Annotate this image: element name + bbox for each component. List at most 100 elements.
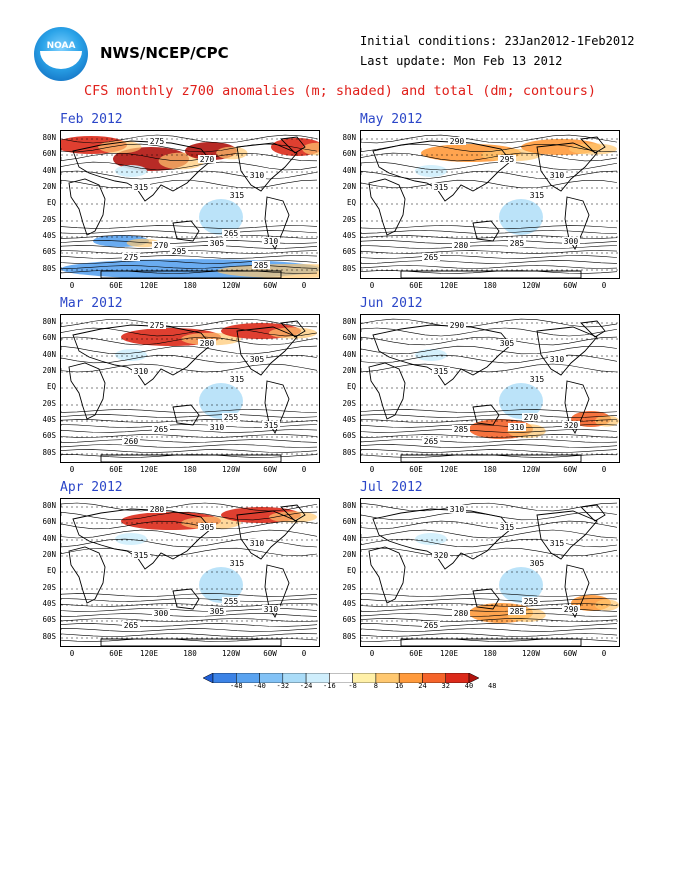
lat-tick-label: 60N (342, 333, 356, 342)
contour-label-bg (262, 237, 280, 245)
contour-line (361, 618, 618, 622)
continent-outline (368, 546, 406, 604)
contour-label: 270 (154, 241, 169, 250)
contour-label: 315 (530, 191, 545, 200)
panel-title: Mar 2012 (60, 296, 123, 311)
lat-tick-label: 60N (42, 149, 56, 158)
lat-tick-label: 80S (42, 632, 56, 641)
contour-label-bg (522, 597, 540, 605)
panel-title: Apr 2012 (60, 480, 123, 495)
colorbar-label: 8 (373, 682, 379, 690)
contour-label-bg (432, 551, 450, 559)
contour-label: 305 (210, 607, 225, 616)
contour-line (61, 245, 318, 249)
lat-tick-label: 40N (42, 534, 56, 543)
contour-label: 265 (224, 229, 239, 238)
contour-line (361, 449, 618, 453)
lon-tick-label: 120W (521, 281, 541, 290)
lon-tick-label: 60W (263, 281, 277, 290)
contour-line (361, 354, 618, 364)
contour-label-bg (148, 137, 166, 145)
contour-line (61, 161, 318, 171)
lat-tick-label: 40N (342, 534, 356, 543)
contour-label-bg (448, 137, 466, 145)
anomaly-shading (569, 143, 617, 155)
contour-line (361, 161, 618, 171)
contour-label: 315 (134, 183, 149, 192)
contour-line (61, 434, 318, 438)
contour-label-bg (562, 237, 580, 245)
contour-label-bg (132, 551, 150, 559)
lon-tick-label: 0 (69, 465, 75, 474)
contour-label-bg (228, 375, 246, 383)
lat-tick-label: EQ (346, 198, 356, 207)
anomaly-shading (415, 533, 447, 545)
contour-line (61, 270, 318, 274)
lon-tick-label: 60W (563, 281, 577, 290)
contour-line (361, 593, 618, 597)
contour-label-bg (148, 505, 166, 513)
contour-label: 285 (510, 239, 525, 248)
noaa-logo-icon: NOAA (34, 27, 88, 81)
colorbar (203, 673, 479, 683)
panel-title: Jul 2012 (360, 480, 423, 495)
contour-label-bg (422, 621, 440, 629)
colorbar-label: -32 (276, 682, 290, 690)
contour-label: 310 (264, 605, 279, 614)
contour-line (61, 260, 318, 264)
lat-tick-label: 80N (42, 501, 56, 510)
contour-label: 270 (524, 413, 539, 422)
continent-outline (172, 220, 200, 242)
continent-outline (472, 588, 500, 610)
contour-label: 310 (510, 423, 525, 432)
contour-label: 280 (454, 241, 469, 250)
contour-label-bg (528, 375, 546, 383)
contour-line (61, 414, 318, 418)
colorbar-end (468, 673, 479, 683)
contour-label-bg (448, 505, 466, 513)
continent-outline (580, 504, 606, 522)
contour-label-bg (152, 241, 170, 249)
contour-line (61, 250, 318, 254)
contour-label: 315 (530, 375, 545, 384)
lat-tick-label: 40N (342, 350, 356, 359)
contour-label-bg (122, 621, 140, 629)
contour-label: 315 (264, 421, 279, 430)
contour-line (361, 134, 618, 144)
lat-tick-label: 80S (342, 264, 356, 273)
lat-tick-label: 40S (42, 599, 56, 608)
lon-tick-label: 120E (139, 281, 159, 290)
colorbar-label: -8 (348, 682, 357, 690)
contour-line (361, 345, 618, 355)
continent-outline (172, 588, 200, 610)
lon-tick-label: 120E (139, 649, 159, 658)
contour-label: 315 (550, 539, 565, 548)
continent-outline (472, 220, 500, 242)
contour-line (61, 363, 318, 373)
contour-line (361, 529, 618, 539)
lat-tick-label: 80S (42, 448, 56, 457)
contour-label: 265 (424, 437, 439, 446)
contour-label: 275 (124, 253, 139, 262)
anomaly-shading (302, 142, 319, 156)
anomaly-shading (199, 567, 243, 603)
contour-label-bg (228, 191, 246, 199)
continent-outline (280, 136, 306, 154)
contour-line (61, 345, 318, 355)
contour-label: 265 (154, 425, 169, 434)
contour-line (61, 633, 318, 637)
contour-label: 315 (230, 375, 245, 384)
continent-outline (236, 326, 298, 376)
lon-tick-label: 0 (369, 465, 375, 474)
continent-outline (280, 320, 306, 338)
contour-line (361, 230, 618, 234)
continent-outline (72, 140, 212, 202)
colorbar-label: -16 (323, 682, 336, 690)
contour-label: 295 (500, 155, 515, 164)
continent-outline (236, 510, 298, 560)
lat-tick-label: 40N (42, 350, 56, 359)
contour-line (361, 414, 618, 418)
lat-tick-label: 20S (42, 215, 56, 224)
continent-outline (400, 638, 582, 646)
